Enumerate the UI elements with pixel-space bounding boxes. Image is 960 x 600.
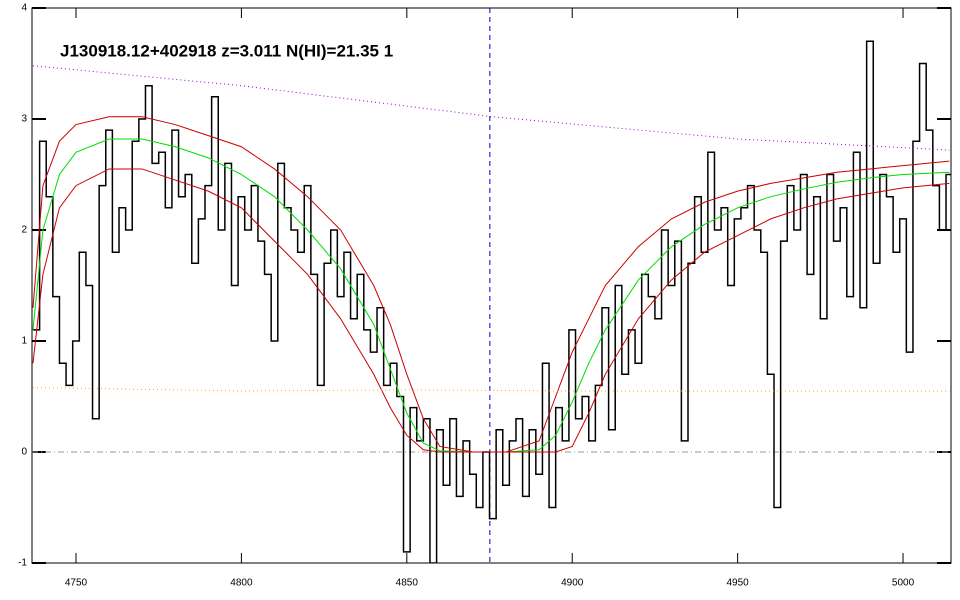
spectrum-line [32, 116, 950, 453]
x-tick-label: 5000 [892, 578, 915, 589]
spectrum-line [32, 387, 950, 392]
spectrum-line [32, 40, 951, 563]
chart-title: J130918.12+402918 z=3.011 N(HI)=21.35 1 [60, 41, 393, 60]
spectrum-line [32, 168, 950, 453]
x-tick-label: 4900 [561, 578, 584, 589]
y-tick-label: 4 [21, 3, 27, 14]
y-tick-label: 0 [21, 447, 27, 458]
x-tick-label: 4800 [230, 578, 253, 589]
plot-frame [31, 7, 952, 564]
x-tick-label: 4850 [396, 578, 419, 589]
spectrum-line [32, 138, 950, 453]
spectrum-line [32, 65, 950, 151]
y-tick-label: 3 [21, 114, 27, 125]
x-tick-label: 4750 [65, 578, 88, 589]
y-tick-label: -1 [18, 558, 27, 569]
y-tick-label: 2 [21, 225, 27, 236]
y-tick-label: 1 [21, 336, 27, 347]
x-tick-label: 4950 [727, 578, 750, 589]
